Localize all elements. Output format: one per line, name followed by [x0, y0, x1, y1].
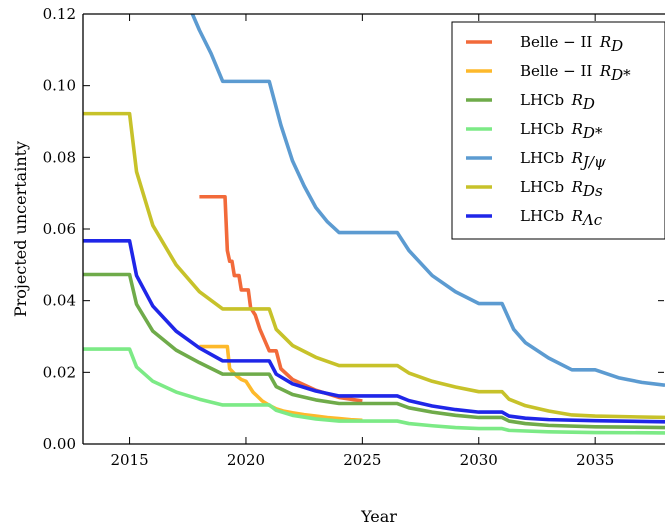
series-line-3 [83, 347, 665, 435]
series-line-1 [199, 344, 363, 423]
legend-entry-label: Belle − II RD [520, 33, 623, 55]
x-tick-label: 2025 [343, 451, 381, 469]
legend-entry-label: LHCb RΛc [520, 207, 603, 229]
ticks-layer: 2015 2020 2025 2030 2035 0.00 0.02 0.04 0.06 0.08… [43, 5, 664, 469]
y-tick-label: 0.10 [43, 77, 76, 95]
series-line-0 [199, 194, 363, 403]
y-tick-label: 0.02 [43, 363, 76, 381]
legend-entry-label: LHCb RD [520, 91, 595, 113]
x-tick-label: 2020 [227, 451, 265, 469]
legend-entry-label: LHCb RDs [520, 178, 603, 200]
series-line-6 [83, 239, 665, 424]
series-layer [83, 14, 665, 435]
x-axis-label: Year [360, 507, 397, 526]
series-line-2 [83, 272, 665, 430]
y-tick-label: 0.08 [43, 148, 76, 166]
legend-entry-label: LHCb RD* [520, 120, 603, 142]
y-tick-label: 0.06 [43, 220, 76, 238]
y-tick-label: 0.04 [43, 292, 76, 310]
legend: Belle − II RD Belle − II RD* LHCb RD LHCb R… [451, 21, 665, 240]
series-line-5 [83, 111, 665, 420]
y-axis-label: Projected uncertainty [11, 141, 30, 317]
x-tick-label: 2015 [110, 451, 148, 469]
x-tick-label: 2035 [576, 451, 614, 469]
legend-entry-label: Belle − II RD* [520, 62, 631, 84]
y-tick-label: 0.00 [43, 435, 76, 453]
legend-entry-label: LHCb RJ/ψ [520, 149, 606, 171]
x-tick-label: 2030 [460, 451, 498, 469]
series-line-4 [190, 14, 665, 388]
y-tick-label: 0.12 [43, 5, 76, 23]
